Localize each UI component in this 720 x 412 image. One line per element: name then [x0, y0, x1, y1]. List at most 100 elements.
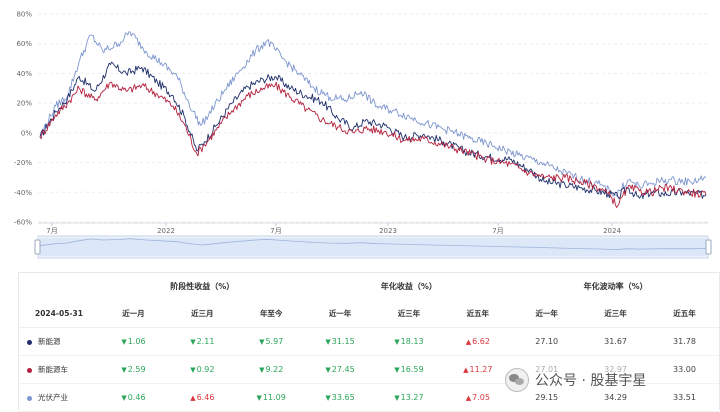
series-name-cell: 新能源 — [19, 327, 99, 356]
cell-value: 16.59 — [400, 365, 424, 374]
col-header: 近一月 — [99, 300, 168, 328]
value-cell: 27.10 — [512, 327, 582, 356]
y-tick-label: 40% — [16, 70, 32, 78]
group-header-period: 阶段性收益（%） — [170, 282, 235, 291]
value-cell: ▼2.11 — [167, 327, 237, 356]
series-line-1 — [39, 61, 707, 200]
down-arrow-icon: ▼ — [394, 366, 400, 374]
series-name-cell: 新能源车 — [19, 355, 99, 384]
value-cell: 33.00 — [650, 355, 719, 384]
y-tick-label: -40% — [14, 189, 32, 197]
cell-value: 29.15 — [535, 393, 559, 402]
cell-value: 1.06 — [127, 337, 146, 346]
date-header: 2024-05-31 — [19, 300, 99, 328]
col-header: 近一年 — [305, 300, 375, 328]
value-cell: ▼1.06 — [99, 327, 168, 356]
down-arrow-icon: ▼ — [259, 366, 265, 374]
down-arrow-icon: ▼ — [190, 366, 196, 374]
cell-value: 34.29 — [604, 393, 628, 402]
value-cell: ▼31.15 — [305, 327, 375, 356]
cell-value: 5.97 — [265, 337, 284, 346]
range-slider-selection — [40, 238, 706, 256]
value-cell: ▼13.27 — [374, 383, 444, 412]
value-cell: ▼2.59 — [99, 355, 168, 384]
column-header-row: 2024-05-31 近一月 近三月 年至今 近一年 近三年 近五年 近一年 近… — [19, 300, 719, 328]
value-cell: ▼18.13 — [374, 327, 444, 356]
legend-dot — [27, 367, 32, 373]
value-cell: ▲6.46 — [167, 383, 237, 412]
value-cell: ▼33.65 — [305, 383, 375, 412]
col-header: 近一年 — [512, 300, 582, 328]
cell-value: 2.59 — [127, 365, 146, 374]
value-cell: ▼9.22 — [236, 355, 306, 384]
value-cell: ▼0.46 — [99, 383, 168, 412]
value-cell: ▼5.97 — [236, 327, 306, 356]
cell-value: 0.92 — [196, 365, 215, 374]
series-line-2 — [39, 81, 707, 208]
cell-value: 31.78 — [673, 337, 696, 346]
cell-value: 7.05 — [472, 393, 490, 402]
x-tick-label: 2022 — [157, 227, 175, 235]
series-name: 光伏产业 — [38, 393, 68, 402]
value-cell: ▲11.27 — [443, 355, 513, 384]
cell-value: 33.00 — [673, 365, 696, 374]
down-arrow-icon: ▼ — [394, 394, 400, 402]
value-cell: ▼16.59 — [374, 355, 444, 384]
down-arrow-icon: ▼ — [121, 366, 127, 374]
down-arrow-icon: ▼ — [256, 394, 262, 402]
cell-value: 0.46 — [127, 393, 146, 402]
down-arrow-icon: ▼ — [325, 366, 331, 374]
line-chart: 80% 60% 40% 20% 0% -20% -40% -60% 7月 2022 7月 2023 7月… — [14, 11, 712, 259]
range-slider-preview — [39, 238, 707, 251]
series-line-3 — [39, 31, 707, 197]
up-arrow-icon: ▲ — [465, 338, 472, 346]
value-cell: 33.51 — [650, 383, 719, 412]
col-header: 近三月 — [167, 300, 237, 328]
series-name-cell: 光伏产业 — [19, 383, 99, 412]
watermark-text: 公众号 · 股基宇星 — [535, 373, 647, 389]
wechat-icon — [505, 368, 529, 392]
value-cell: ▼11.09 — [236, 383, 306, 412]
cell-value: 11.27 — [469, 365, 493, 374]
down-arrow-icon: ▼ — [394, 338, 400, 346]
col-header: 近五年 — [443, 300, 513, 328]
watermark: 公众号 · 股基宇星 — [505, 366, 647, 394]
legend-dot — [27, 395, 32, 401]
value-cell: ▲6.62 — [443, 327, 513, 356]
down-arrow-icon: ▼ — [325, 394, 331, 402]
down-arrow-icon: ▼ — [325, 338, 331, 346]
table-row: 光伏产业 ▼0.46 ▲6.46 ▼11.09 ▼33.65 ▼13.27 ▲7.05 29.… — [19, 383, 719, 412]
cell-value: 18.13 — [400, 337, 424, 346]
cell-value: 31.15 — [331, 337, 355, 346]
table-row: 新能源 ▼1.06 ▼2.11 ▼5.97 ▼31.15 ▼18.13 ▲6.62 27.10… — [19, 327, 719, 356]
down-arrow-icon: ▼ — [121, 394, 127, 402]
y-tick-label: 80% — [16, 11, 32, 19]
cell-value: 33.65 — [331, 393, 355, 402]
col-header: 年至今 — [236, 300, 306, 328]
col-header: 近三年 — [374, 300, 444, 328]
cell-value: 11.09 — [262, 393, 286, 402]
y-tick-label: -60% — [14, 219, 32, 227]
group-header-annual-return: 年化收益（%） — [380, 282, 437, 291]
series-name: 新能源 — [38, 337, 61, 346]
x-tick-label: 7月 — [46, 227, 57, 235]
down-arrow-icon: ▼ — [190, 338, 196, 346]
group-header-volatility: 年化波动率（%） — [583, 282, 648, 291]
col-header: 近三年 — [581, 300, 650, 328]
y-tick-label: -20% — [14, 159, 32, 167]
cell-value: 9.22 — [265, 365, 284, 374]
legend-dot — [27, 339, 32, 345]
series-name: 新能源车 — [38, 365, 68, 374]
range-handle-left — [34, 239, 41, 255]
cell-value: 6.62 — [472, 337, 490, 346]
y-tick-label: 20% — [16, 100, 32, 108]
group-header-spacer — [19, 273, 99, 300]
value-cell: ▼0.92 — [167, 355, 237, 384]
cell-value: 31.67 — [604, 337, 628, 346]
up-arrow-icon: ▲ — [465, 394, 472, 402]
down-arrow-icon: ▼ — [121, 338, 127, 346]
x-tick-label: 7月 — [492, 227, 503, 235]
up-arrow-icon: ▲ — [190, 394, 196, 402]
down-arrow-icon: ▼ — [259, 338, 265, 346]
cell-value: 33.51 — [673, 393, 696, 402]
